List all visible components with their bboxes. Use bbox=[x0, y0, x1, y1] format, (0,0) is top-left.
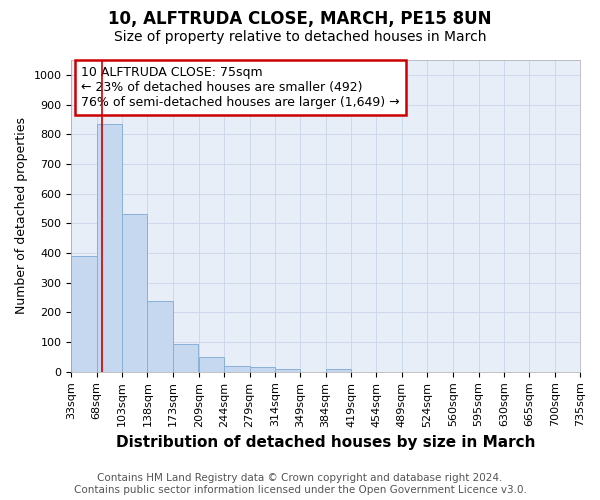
Text: 10, ALFTRUDA CLOSE, MARCH, PE15 8UN: 10, ALFTRUDA CLOSE, MARCH, PE15 8UN bbox=[108, 10, 492, 28]
Text: Size of property relative to detached houses in March: Size of property relative to detached ho… bbox=[114, 30, 486, 44]
Bar bbox=[173, 344, 198, 372]
Bar bbox=[250, 368, 275, 372]
Bar bbox=[275, 369, 300, 372]
Text: Contains HM Land Registry data © Crown copyright and database right 2024.
Contai: Contains HM Land Registry data © Crown c… bbox=[74, 474, 526, 495]
Bar bbox=[199, 357, 224, 372]
Bar bbox=[97, 124, 122, 372]
Text: 10 ALFTRUDA CLOSE: 75sqm
← 23% of detached houses are smaller (492)
76% of semi-: 10 ALFTRUDA CLOSE: 75sqm ← 23% of detach… bbox=[82, 66, 400, 109]
Bar bbox=[148, 300, 173, 372]
Bar bbox=[71, 256, 97, 372]
Bar bbox=[122, 214, 148, 372]
Bar bbox=[326, 369, 351, 372]
X-axis label: Distribution of detached houses by size in March: Distribution of detached houses by size … bbox=[116, 435, 535, 450]
Bar bbox=[224, 366, 250, 372]
Y-axis label: Number of detached properties: Number of detached properties bbox=[15, 118, 28, 314]
